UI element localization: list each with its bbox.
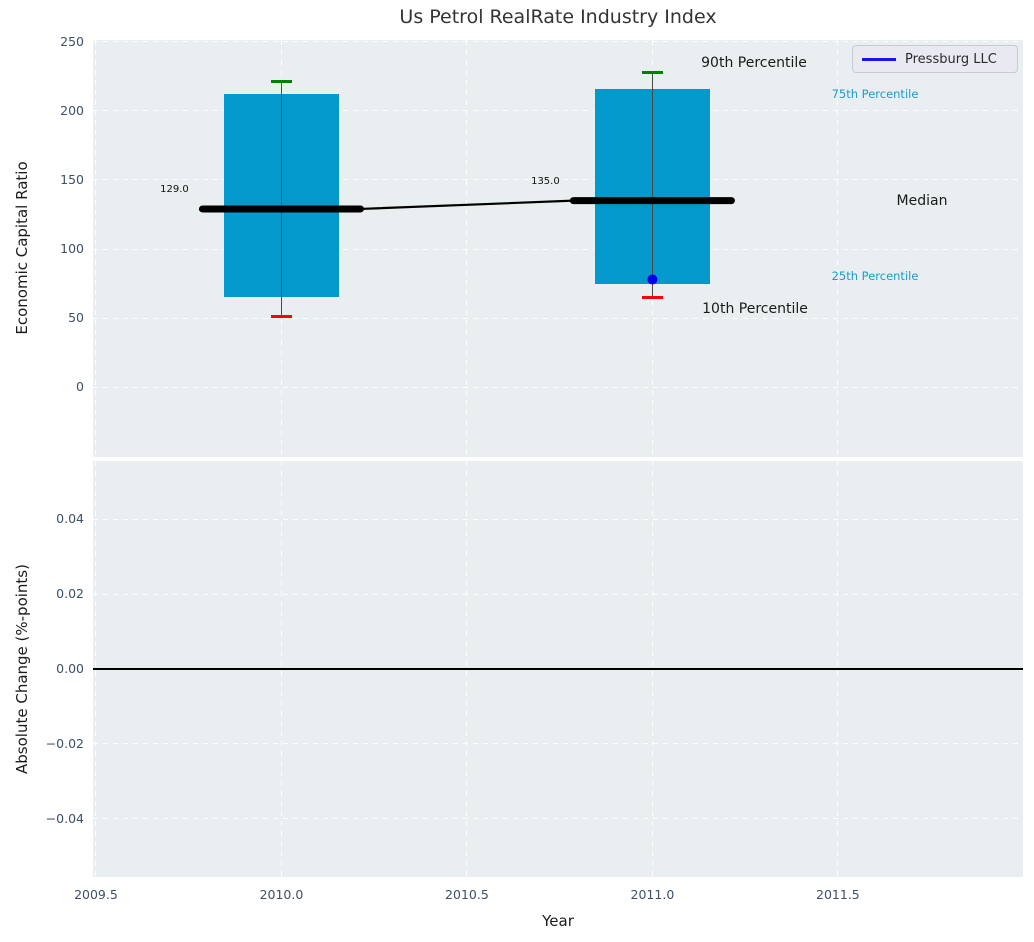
top-y-tick-label: 250 — [60, 33, 84, 49]
top-y-tick-label: 50 — [68, 310, 84, 326]
top-y-tick-label: 0 — [76, 379, 84, 395]
bottom-y-tick-label: 0.02 — [56, 586, 84, 602]
x-tick-label: 2011.5 — [816, 887, 860, 902]
legend-label: Pressburg LLC — [905, 51, 997, 67]
x-tick-label: 2010.0 — [259, 887, 304, 902]
x-tick-label: 2011.0 — [630, 887, 675, 902]
p10-annotation: 10th Percentile — [702, 301, 808, 317]
top-y-axis-label: Economic Capital Ratio — [13, 161, 31, 335]
x-tick-label: 2010.5 — [445, 887, 489, 902]
bottom-axes — [93, 461, 1023, 877]
top-y-tick-label: 150 — [60, 171, 84, 187]
top-y-tick-label: 200 — [60, 102, 84, 118]
median-annotation: Median — [896, 193, 948, 209]
bottom-y-tick-label: −0.02 — [45, 735, 84, 751]
p75-annotation: 75th Percentile — [831, 87, 919, 101]
p25-annotation: 25th Percentile — [831, 269, 919, 283]
bottom-y-axis-label: Absolute Change (%-points) — [13, 564, 31, 774]
legend-line-sample — [862, 57, 896, 61]
x-axis-label: Year — [542, 912, 574, 930]
top-y-tick-label: 100 — [60, 241, 84, 257]
bottom-y-tick-label: −0.04 — [45, 810, 84, 826]
chart-title: Us Petrol RealRate Industry Index — [399, 6, 717, 28]
top-axes — [93, 40, 1023, 457]
bottom-y-tick-label: 0.00 — [56, 661, 84, 676]
legend: Pressburg LLC — [852, 45, 1018, 73]
x-tick-label: 2009.5 — [74, 887, 118, 902]
p90-annotation: 90th Percentile — [701, 55, 807, 71]
bottom-y-tick-label: 0.04 — [56, 511, 84, 527]
